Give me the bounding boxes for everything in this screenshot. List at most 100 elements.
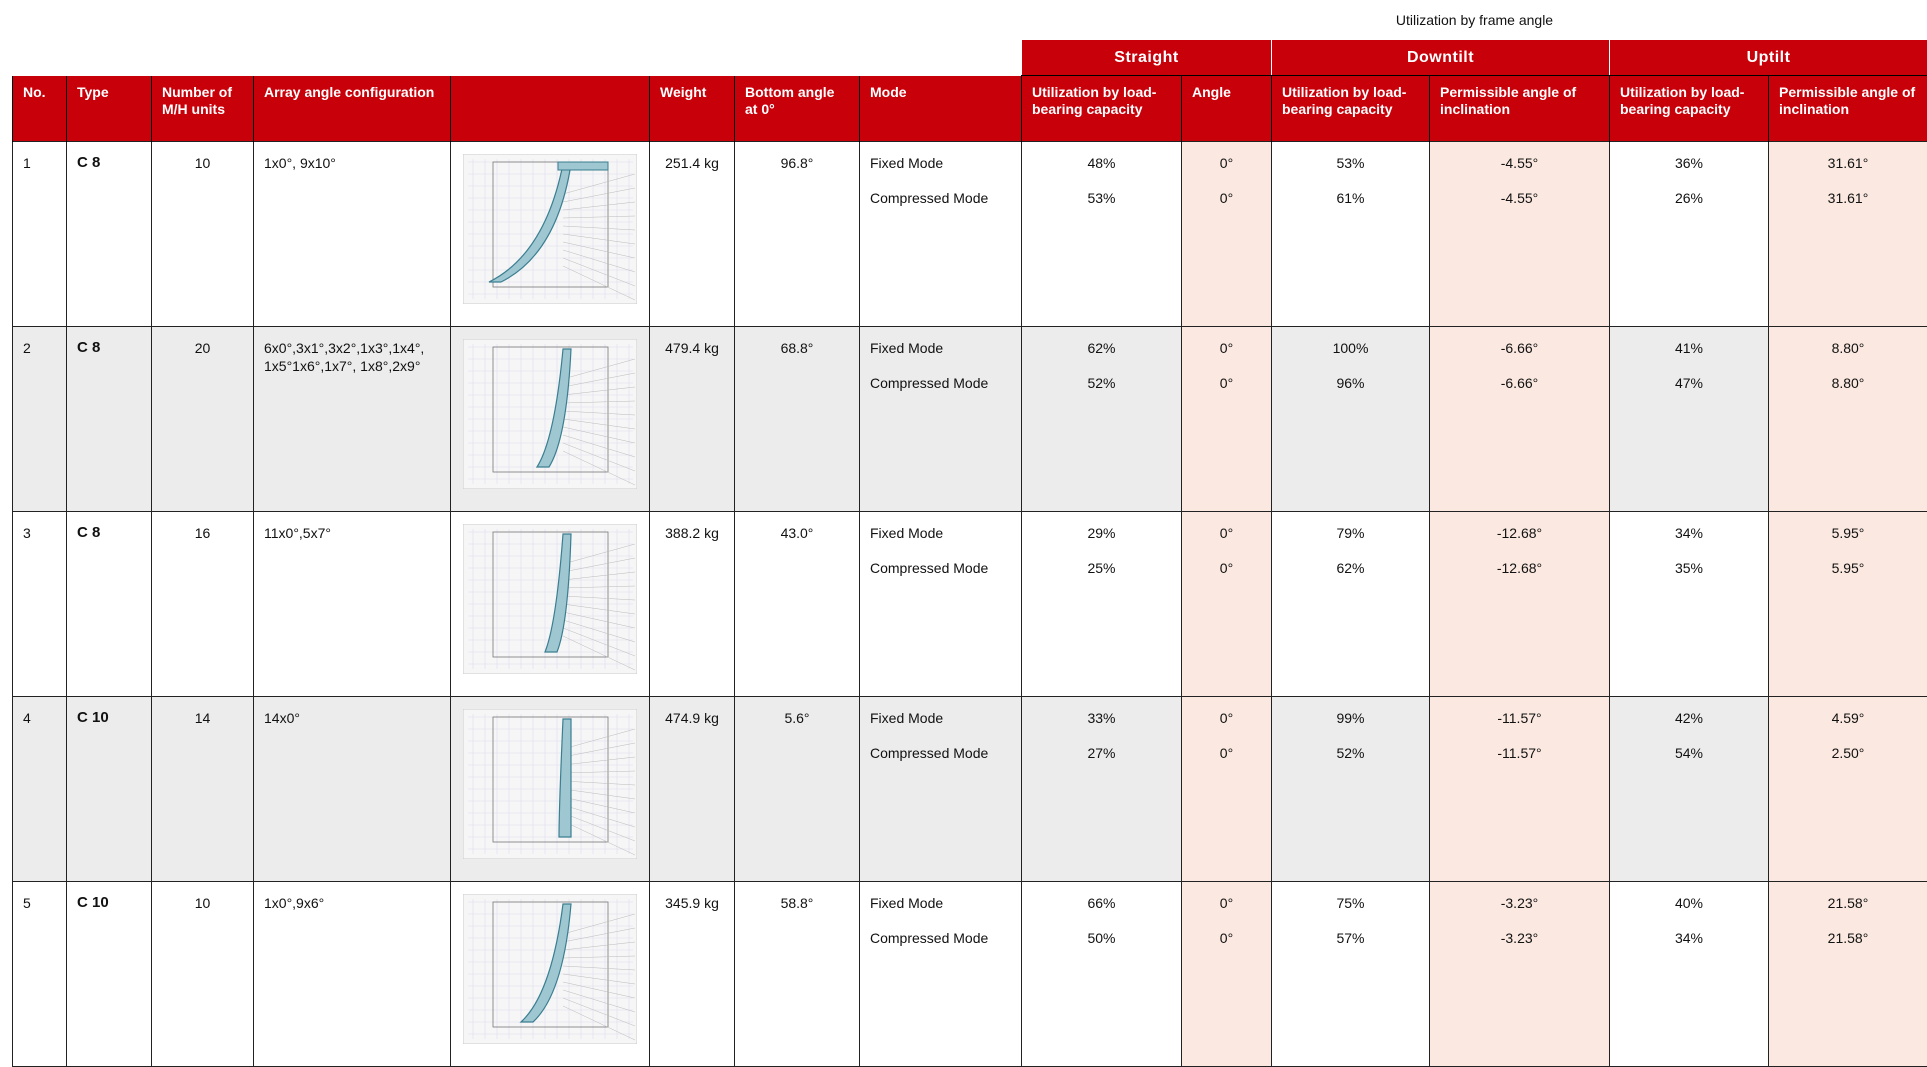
down-angle-cell: -11.57°-11.57° [1430,697,1610,882]
straight-angle: 0° [1192,744,1261,779]
down-angle-cell: -12.68°-12.68° [1430,512,1610,697]
type: C 10 [67,882,152,1067]
down-angle: -3.23° [1440,929,1599,964]
image-cell [451,142,650,327]
column-header: Utilization by load-bearing capacity [1610,76,1769,142]
image-cell [451,327,650,512]
mode: Compressed Mode [870,559,1011,594]
up-util-cell: 40%34% [1610,882,1769,1067]
down-util: 53% [1282,154,1419,189]
group-header: Downtilt [1272,40,1610,76]
down-angle: -4.55° [1440,189,1599,224]
config: 1x0°,9x6° [254,882,451,1067]
row-number: 5 [13,882,67,1067]
straight-util: 50% [1032,929,1171,964]
up-util: 34% [1620,524,1758,559]
straight-util: 27% [1032,744,1171,779]
column-header-blank [451,76,650,142]
top-bar [558,162,608,170]
up-util-cell: 41%47% [1610,327,1769,512]
down-util-cell: 99%52% [1272,697,1430,882]
image-cell [451,697,650,882]
config: 11x0°,5x7° [254,512,451,697]
down-angle-cell: -6.66°-6.66° [1430,327,1610,512]
straight-util: 29% [1032,524,1171,559]
mode: Fixed Mode [870,154,1011,189]
up-util: 35% [1620,559,1758,594]
down-util: 96% [1282,374,1419,409]
up-util: 42% [1620,709,1758,744]
weight: 474.9 kg [650,697,735,882]
straight-angle: 0° [1192,189,1261,224]
straight-angle: 0° [1192,709,1261,744]
bottom-angle: 43.0° [735,512,860,697]
up-util-cell: 42%54% [1610,697,1769,882]
mode: Fixed Mode [870,524,1011,559]
straight-util: 62% [1032,339,1171,374]
type: C 8 [67,142,152,327]
straight-angle: 0° [1192,894,1261,929]
straight-util: 33% [1032,709,1171,744]
mode: Compressed Mode [870,744,1011,779]
mode: Compressed Mode [870,189,1011,224]
config: 6x0°,3x1°,3x2°,1x3°,1x4°, 1x5°1x6°,1x7°,… [254,327,451,512]
straight-util-cell: 66%50% [1022,882,1182,1067]
config: 1x0°, 9x10° [254,142,451,327]
straight-angle: 0° [1192,374,1261,409]
up-angle: 31.61° [1779,154,1917,189]
straight-angle-cell: 0°0° [1182,327,1272,512]
down-angle: -6.66° [1440,339,1599,374]
down-util-cell: 53%61% [1272,142,1430,327]
up-util-cell: 34%35% [1610,512,1769,697]
straight-angle: 0° [1192,339,1261,374]
config: 14x0° [254,697,451,882]
units: 20 [152,327,254,512]
straight-util: 52% [1032,374,1171,409]
up-util: 40% [1620,894,1758,929]
diagram-thumbnail [463,894,637,1044]
bottom-angle: 68.8° [735,327,860,512]
column-header: Angle [1182,76,1272,142]
up-util-cell: 36%26% [1610,142,1769,327]
weight: 388.2 kg [650,512,735,697]
down-util: 75% [1282,894,1419,929]
down-angle: -6.66° [1440,374,1599,409]
down-util-cell: 75%57% [1272,882,1430,1067]
group-header: Straight [1022,40,1272,76]
column-header: Type [67,76,152,142]
straight-angle-cell: 0°0° [1182,697,1272,882]
diagram-thumbnail [463,154,637,304]
up-util: 47% [1620,374,1758,409]
units: 16 [152,512,254,697]
down-util: 61% [1282,189,1419,224]
straight-angle-cell: 0°0° [1182,882,1272,1067]
down-angle: -11.57° [1440,744,1599,779]
straight-angle-cell: 0°0° [1182,142,1272,327]
type: C 10 [67,697,152,882]
column-header: Permissible angle of inclination [1769,76,1927,142]
straight-util-cell: 29%25% [1022,512,1182,697]
type: C 8 [67,327,152,512]
down-angle-cell: -3.23°-3.23° [1430,882,1610,1067]
straight-util-cell: 62%52% [1022,327,1182,512]
down-util: 100% [1282,339,1419,374]
mode: Compressed Mode [870,374,1011,409]
straight-util: 66% [1032,894,1171,929]
units: 10 [152,882,254,1067]
down-angle-cell: -4.55°-4.55° [1430,142,1610,327]
units: 10 [152,142,254,327]
down-util: 52% [1282,744,1419,779]
up-util: 26% [1620,189,1758,224]
down-util-cell: 79%62% [1272,512,1430,697]
up-angle-cell: 21.58°21.58° [1769,882,1927,1067]
diagram-thumbnail [463,339,637,489]
